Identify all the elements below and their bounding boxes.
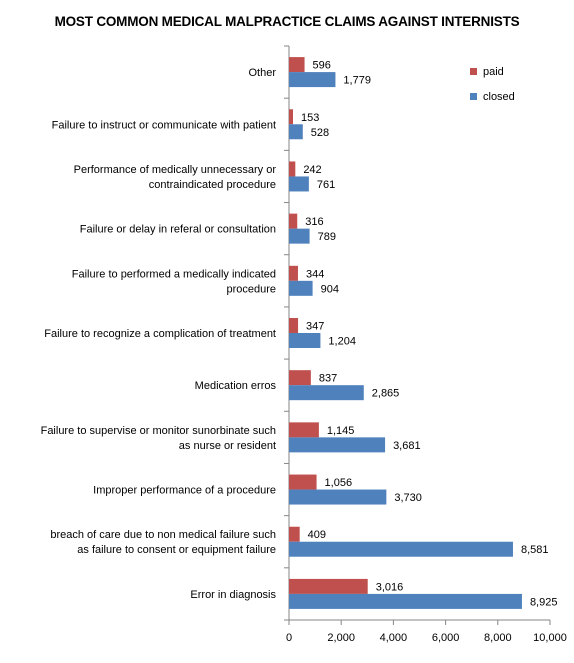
- category-label: Failure to supervise or monitor sunorbin…: [41, 425, 276, 437]
- category-label: Other: [248, 67, 276, 79]
- bar-closed: [289, 176, 309, 192]
- category-label: Failure to instruct or communicate with …: [52, 119, 276, 131]
- bar-closed: [289, 541, 513, 557]
- category-label: Medication erros: [195, 380, 277, 392]
- bar-closed: [289, 333, 321, 348]
- data-label-paid: 409: [308, 529, 326, 541]
- category-label: breach of care due to non medical failur…: [50, 529, 276, 541]
- bar-closed: [289, 124, 303, 140]
- category-label: Failure to recognize a complication of t…: [44, 328, 276, 340]
- data-label-paid: 837: [319, 373, 337, 385]
- bar-closed: [289, 489, 387, 505]
- category-label: Improper performance of a procedure: [93, 485, 276, 497]
- data-label-closed: 3,681: [393, 440, 421, 452]
- bar-closed: [289, 72, 336, 88]
- data-label-paid: 3,016: [376, 581, 404, 593]
- bar-paid: [289, 161, 296, 177]
- bar-closed: [289, 280, 313, 296]
- bar-paid: [289, 57, 305, 73]
- bar-paid: [289, 109, 293, 125]
- bar-closed: [289, 228, 310, 244]
- bar-paid: [289, 474, 317, 490]
- data-label-paid: 347: [306, 321, 324, 333]
- data-label-paid: 1,056: [325, 477, 353, 489]
- category-label: as failure to consent or equipment failu…: [77, 544, 276, 556]
- data-label-closed: 904: [321, 283, 339, 295]
- data-label-paid: 316: [305, 216, 323, 228]
- bar-paid: [289, 578, 368, 594]
- x-tick-label: 8,000: [484, 632, 512, 644]
- legend-label-closed: closed: [483, 91, 515, 103]
- data-label-closed: 2,865: [372, 388, 400, 400]
- data-label-paid: 242: [303, 164, 321, 176]
- data-label-paid: 153: [301, 112, 319, 124]
- bar-paid: [289, 370, 311, 386]
- data-label-closed: 8,581: [521, 544, 549, 556]
- category-label: Failure to performed a medically indicat…: [72, 268, 276, 280]
- bar-paid: [289, 526, 300, 542]
- data-label-paid: 596: [313, 60, 331, 72]
- x-tick-label: 10,000: [533, 632, 567, 644]
- x-tick-label: 6,000: [432, 632, 460, 644]
- data-label-closed: 3,730: [394, 492, 422, 504]
- category-label: Performance of medically unnecessary or: [74, 164, 277, 176]
- x-tick-label: 2,000: [327, 632, 355, 644]
- x-tick-label: 4,000: [380, 632, 408, 644]
- data-label-closed: 528: [311, 127, 329, 139]
- bar-closed: [289, 593, 522, 609]
- bar-closed: [289, 385, 364, 401]
- data-label-closed: 8,925: [530, 596, 558, 608]
- data-label-closed: 789: [318, 231, 336, 243]
- data-label-paid: 344: [306, 268, 324, 280]
- category-label: procedure: [226, 283, 276, 295]
- bar-paid: [289, 422, 319, 438]
- bar-closed: [289, 437, 386, 453]
- bar-paid: [289, 265, 298, 281]
- legend-swatch-closed: [470, 93, 477, 100]
- category-label: as nurse or resident: [179, 440, 276, 452]
- data-label-closed: 761: [317, 179, 335, 191]
- x-tick-label: 0: [286, 632, 292, 644]
- bar-paid: [289, 213, 298, 229]
- category-label: contraindicated procedure: [149, 179, 276, 191]
- bar-paid: [289, 318, 299, 333]
- data-label-closed: 1,779: [343, 75, 371, 87]
- data-label-paid: 1,145: [327, 425, 355, 437]
- category-label: Error in diagnosis: [190, 589, 276, 601]
- chart-title: MOST COMMON MEDICAL MALPRACTICE CLAIMS A…: [54, 14, 520, 29]
- legend-label-paid: paid: [483, 66, 504, 78]
- data-label-closed: 1,204: [328, 336, 356, 348]
- legend-swatch-paid: [470, 68, 477, 75]
- category-label: Failure or delay in referal or consultat…: [80, 224, 276, 236]
